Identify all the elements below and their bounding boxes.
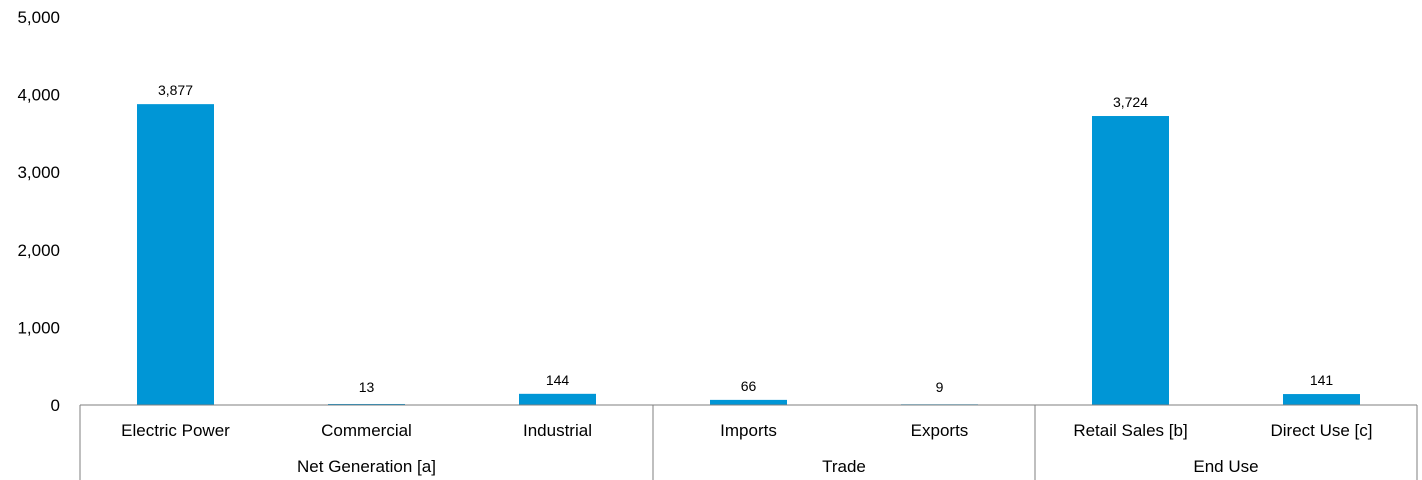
group-label: Trade [822,457,866,476]
category-label: Retail Sales [b] [1073,421,1187,440]
y-axis: 0 1,000 2,000 3,000 4,000 5,000 [17,8,60,415]
bar [1092,116,1169,405]
y-tick-label: 3,000 [17,163,60,182]
data-label: 144 [546,372,570,388]
data-label: 9 [936,379,944,395]
y-tick-label: 4,000 [17,86,60,105]
group-label: Net Generation [a] [297,457,436,476]
bars [137,104,1360,405]
x-axis: Electric Power Commercial Industrial Import… [79,404,1418,480]
data-label: 3,724 [1113,94,1148,110]
y-tick-label: 2,000 [17,241,60,260]
data-labels: 3,877 13 144 66 9 3,724 141 [158,82,1333,395]
bar [137,104,214,405]
bar [710,399,787,405]
bar [1283,394,1360,405]
data-label: 13 [359,379,375,395]
data-label: 66 [741,378,757,394]
category-label: Imports [720,421,777,440]
category-label: Exports [911,421,969,440]
bar [328,403,405,405]
data-label: 141 [1310,372,1334,388]
category-label: Commercial [321,421,412,440]
data-label: 3,877 [158,82,193,98]
y-tick-label: 1,000 [17,318,60,337]
y-tick-label: 5,000 [17,8,60,27]
bar [519,393,596,405]
category-label: Industrial [523,421,592,440]
y-tick-label: 0 [51,396,60,415]
category-label: Electric Power [121,421,230,440]
category-label: Direct Use [c] [1270,421,1372,440]
group-label: End Use [1193,457,1258,476]
